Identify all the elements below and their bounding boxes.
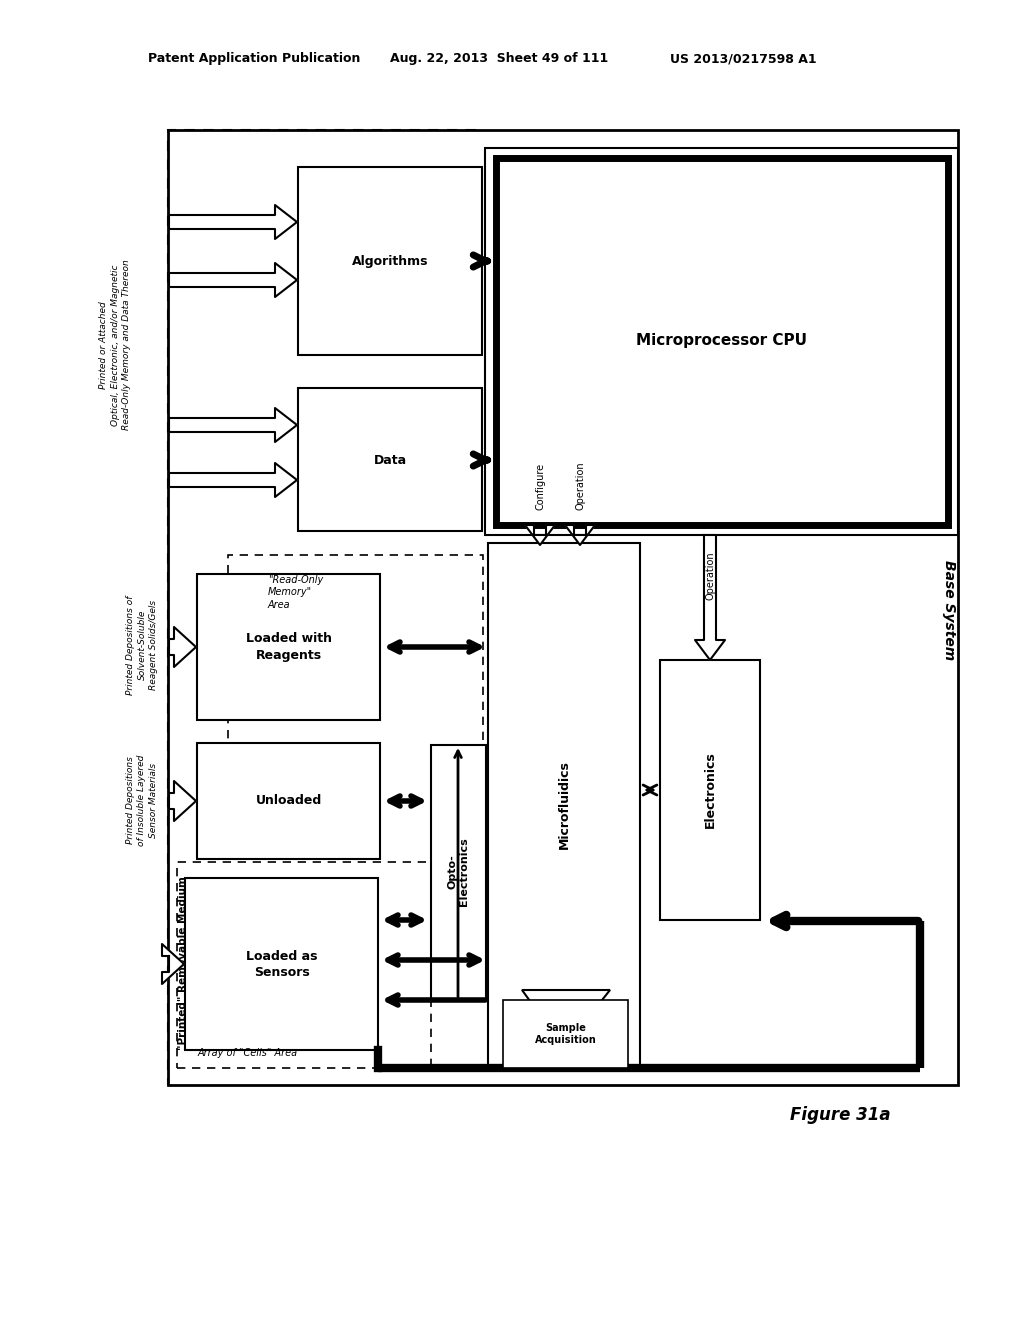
Text: "Read-Only
Memory"
Area: "Read-Only Memory" Area (268, 576, 324, 610)
Bar (298, 388, 482, 531)
Bar (197, 743, 380, 859)
Polygon shape (565, 525, 595, 545)
Text: Unloaded: Unloaded (256, 795, 323, 808)
Text: Loaded as
Sensors: Loaded as Sensors (246, 949, 317, 978)
Text: Operation: Operation (575, 462, 585, 510)
Bar (496, 158, 948, 525)
Text: Base System: Base System (942, 560, 956, 660)
Polygon shape (695, 535, 725, 660)
Bar (485, 148, 958, 535)
Polygon shape (525, 525, 555, 545)
Text: US 2013/0217598 A1: US 2013/0217598 A1 (670, 51, 816, 65)
Text: Electronics: Electronics (703, 751, 717, 829)
Text: Data: Data (374, 454, 407, 466)
Text: Configure: Configure (535, 463, 545, 510)
Bar (488, 543, 640, 1068)
Bar (168, 129, 958, 1085)
Text: Microprocessor CPU: Microprocessor CPU (637, 333, 808, 347)
Bar (185, 878, 378, 1049)
Polygon shape (169, 463, 297, 498)
Bar (431, 744, 486, 1001)
Polygon shape (162, 944, 184, 983)
Text: Aug. 22, 2013  Sheet 49 of 111: Aug. 22, 2013 Sheet 49 of 111 (390, 51, 608, 65)
Text: Printed Depositions of
Solvent-Soluble
Reagent Solids/Gels: Printed Depositions of Solvent-Soluble R… (126, 595, 159, 694)
Polygon shape (169, 205, 297, 239)
Text: Loaded with
Reagents: Loaded with Reagents (246, 632, 332, 661)
Bar (298, 168, 482, 355)
Text: Sample
Acquisition: Sample Acquisition (536, 1023, 597, 1045)
Polygon shape (169, 627, 196, 667)
Text: Algorithms: Algorithms (352, 255, 428, 268)
Polygon shape (169, 408, 297, 442)
Text: Opto-
Electronics: Opto- Electronics (447, 838, 469, 907)
Text: Array of "Cells" Area: Array of "Cells" Area (198, 1048, 298, 1059)
Polygon shape (169, 263, 297, 297)
Bar (503, 1001, 628, 1068)
Bar (177, 862, 431, 1068)
Text: Microfluidics: Microfluidics (557, 760, 570, 850)
Text: "Printed" Removable Medium: "Printed" Removable Medium (178, 876, 188, 1049)
Text: Printed Depositions
of Insoluble Layered
Sensor Materials: Printed Depositions of Insoluble Layered… (126, 754, 159, 846)
Text: Patent Application Publication: Patent Application Publication (148, 51, 360, 65)
Bar (168, 129, 482, 1085)
Bar (197, 574, 380, 719)
Bar (660, 660, 760, 920)
Polygon shape (169, 781, 196, 821)
Text: Printed or Attached
Optical, Electronic, and/or Magnetic
Read-Only Memory and Da: Printed or Attached Optical, Electronic,… (98, 260, 131, 430)
Text: Operation: Operation (705, 552, 715, 601)
Text: Figure 31a: Figure 31a (790, 1106, 891, 1125)
Bar (228, 554, 483, 920)
Polygon shape (522, 990, 610, 1048)
